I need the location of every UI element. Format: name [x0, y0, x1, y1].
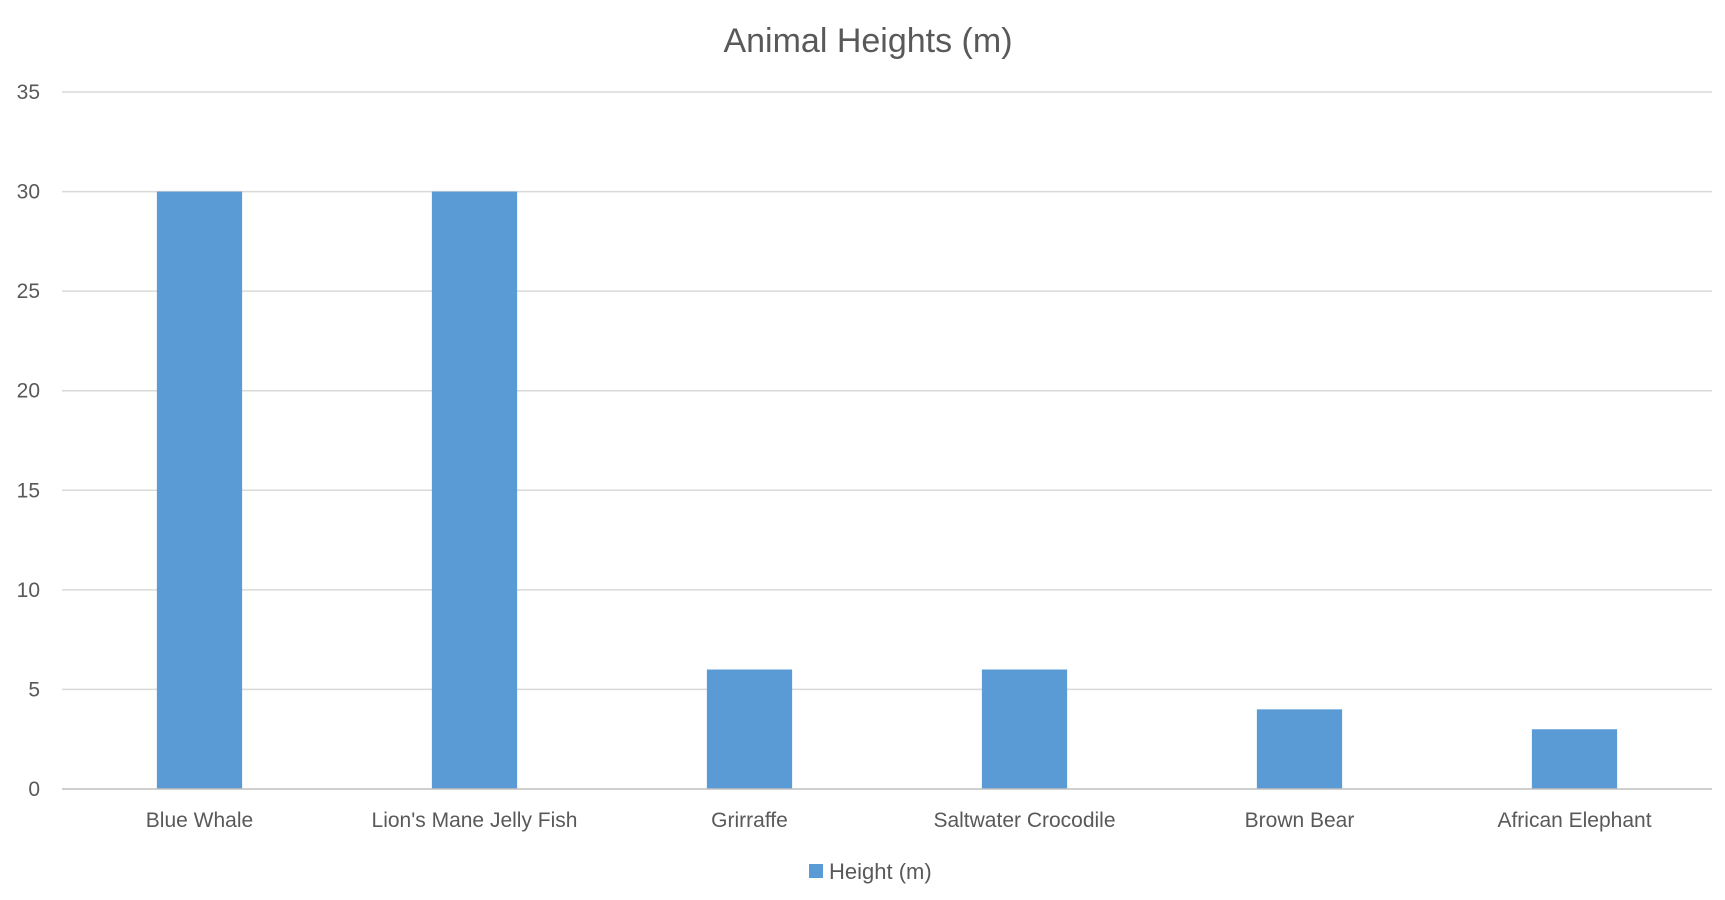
x-tick-label: Grirraffe	[711, 809, 788, 832]
y-tick-label: 35	[17, 81, 40, 104]
y-tick-label: 20	[17, 380, 40, 403]
y-tick-label: 10	[17, 579, 40, 602]
gridlines	[62, 91, 1712, 691]
y-tick-label: 5	[28, 678, 40, 701]
x-tick-label: Lion's Mane Jelly Fish	[372, 809, 578, 832]
x-tick-label: Brown Bear	[1245, 809, 1355, 832]
bar-1[interactable]	[431, 191, 518, 790]
bar-5[interactable]	[1531, 729, 1618, 789]
bar-3[interactable]	[981, 669, 1068, 789]
y-tick-label: 0	[28, 778, 40, 801]
x-axis-tick-labels: Blue Whale Lion's Mane Jelly Fish Grirraff…	[146, 809, 1652, 832]
bars	[156, 191, 1618, 790]
bar-4[interactable]	[1256, 709, 1343, 789]
y-axis-tick-labels: 0 5 10 15 20 25 30 35	[17, 81, 40, 801]
legend-label: Height (m)	[829, 859, 932, 884]
bar-0[interactable]	[156, 191, 243, 790]
y-tick-label: 15	[17, 479, 40, 502]
x-tick-label: Saltwater Crocodile	[933, 809, 1115, 832]
y-tick-label: 25	[17, 280, 40, 303]
x-tick-label: Blue Whale	[146, 809, 253, 832]
chart-title: Animal Heights (m)	[723, 22, 1012, 60]
legend[interactable]: Height (m)	[809, 859, 932, 884]
bar-2[interactable]	[706, 669, 793, 789]
x-tick-label: African Elephant	[1497, 809, 1651, 832]
legend-swatch	[809, 864, 823, 878]
y-tick-label: 30	[17, 181, 40, 204]
